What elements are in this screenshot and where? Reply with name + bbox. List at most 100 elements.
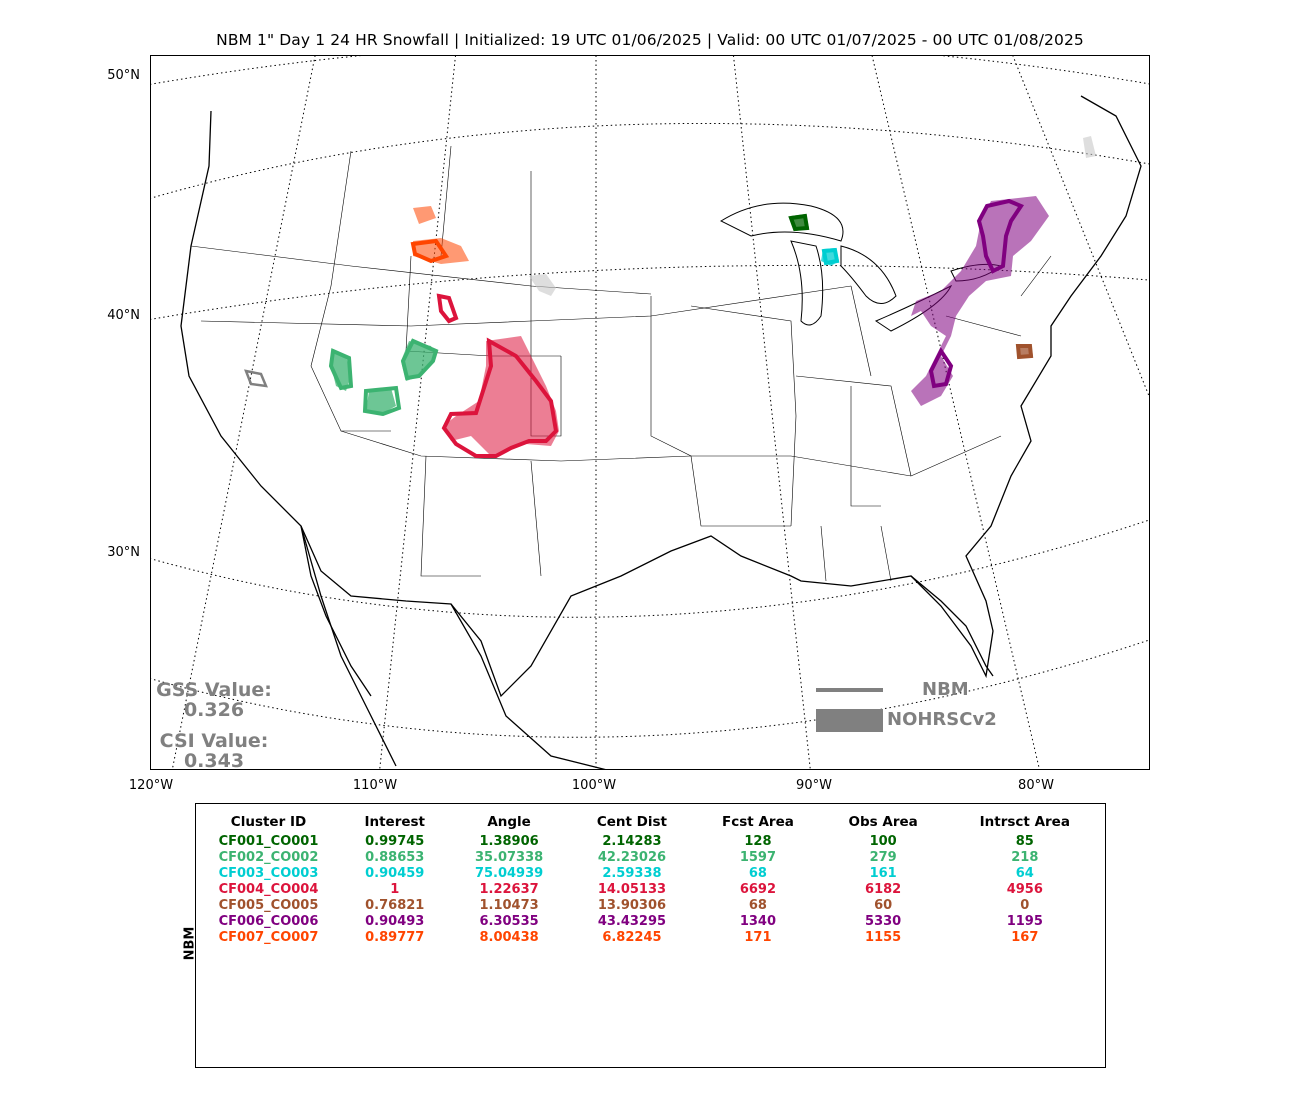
lat-label-50: 50°N [107,68,140,83]
table-cell: 0.76821 [365,898,425,913]
table-row: CF006_CO006 0.90493 6.30535 43.43295 1340 533… [196,914,1105,930]
table-cell: 60 [874,898,893,913]
table-cell: 0 [1020,898,1030,913]
lake-superior [719,202,844,242]
table-cell: 13.90306 [597,898,667,913]
legend-nbm-label: NBM [922,679,969,700]
table-cell: 0.90459 [365,866,425,881]
lat-label-40: 40°N [107,308,140,323]
obs-area-co004 [443,336,559,456]
fcst-contour-cf005 [1015,344,1034,360]
table-cell: 1.38906 [479,834,539,849]
table-cell: 0.99745 [365,834,425,849]
forecast-contours [244,198,1034,458]
table-cell: 6.82245 [602,930,662,945]
table-cell: CF001_CO001 [218,834,319,849]
meridian-70w [1012,56,1149,398]
table-cell: 6.30535 [479,914,539,929]
legend-nohrsc-swatch [816,709,883,732]
stats-table: Cluster ID Interest Angle Cent Dist Fcst… [196,814,1105,946]
fcst-contour-cf004 [441,337,559,458]
lon-label-90w: 90°W [796,778,832,793]
table-cell: 128 [744,834,772,849]
table-cell: 2.59338 [602,866,662,881]
parallel-30n [151,519,1149,618]
header-interest: Interest [364,814,426,830]
legend-nohrsc-label: NOHRSCv2 [887,709,997,730]
table-cell: 75.04939 [474,866,544,881]
table-cell: CF005_CO005 [218,898,319,913]
state-lines [190,145,1052,582]
lake-michigan [790,240,824,326]
lon-label-100w: 100°W [571,778,617,793]
meridian-80w [871,56,1040,769]
csi-value: 0.343 [183,750,245,772]
map-panel [150,55,1150,770]
header-fcst-area: Fcst Area [722,814,794,830]
baja [300,525,372,697]
header-cluster-id: Cluster ID [230,814,307,830]
table-cell: 218 [1011,850,1039,865]
table-cell: 85 [1015,834,1034,849]
table-cell: 2.14283 [602,834,662,849]
table-cell: 8.00438 [479,930,539,945]
table-cell: 1195 [1006,914,1043,929]
table-cell: 1.10473 [479,898,539,913]
fcst-contour-unmatched [244,369,268,388]
coastlines [180,95,1142,769]
table-cell: CF006_CO006 [218,914,319,929]
csi-label: CSI Value: [159,730,269,752]
table-cell: 1340 [739,914,777,929]
table-cell: 42.23026 [597,850,667,865]
table-cell: 171 [744,930,772,945]
table-row: CF003_CO003 0.90459 75.04939 2.59338 68 161 64 [196,866,1105,882]
table-cell: 100 [869,834,897,849]
header-cent-dist: Cent Dist [596,814,668,830]
table-cell: 5330 [865,914,902,929]
table-header-row: Cluster ID Interest Angle Cent Dist Fcst… [196,814,1105,834]
obs-area-co002 [331,341,436,414]
parallel-45n [151,122,1149,199]
header-obs-area: Obs Area [848,814,918,830]
fcst-contour-cf006 [928,198,1025,389]
obs-area-co007 [413,206,469,264]
table-cell: 35.07338 [474,850,544,865]
fcst-contour-cf001 [788,213,810,232]
table-cell: 279 [869,850,897,865]
meridian-110w [379,56,456,769]
fcst-contour-cf002 [328,338,439,417]
meridian-120w [171,56,316,769]
table-cell: 6182 [865,882,902,897]
mexico-coast [300,525,606,769]
table-row: CF005_CO005 0.76821 1.10473 13.90306 68 60 0 [196,898,1105,914]
table-cell: 1 [390,882,400,897]
stats-table-panel: Cluster ID Interest Angle Cent Dist Fcst… [195,803,1106,1068]
meridian-90w [733,56,811,769]
parallel-50n [151,56,1149,85]
lat-label-30: 30°N [107,545,140,560]
table-cell: 0.89777 [365,930,425,945]
lon-label-80w: 80°W [1018,778,1054,793]
table-cell: 43.43295 [597,914,667,929]
table-cell: 167 [1011,930,1039,945]
table-cell: CF003_CO003 [218,866,319,881]
table-cell: 161 [869,866,897,881]
florida [910,575,994,677]
table-cell: 1.22637 [479,882,539,897]
fcst-contour-cf004b [436,293,459,324]
table-row: CF001_CO001 0.99745 1.38906 2.14283 128 100 85 [196,834,1105,850]
fcst-contour-cf007 [410,238,450,264]
great-lakes [719,202,1003,332]
table-cell: 64 [1015,866,1034,881]
parallel-25n [151,639,1149,738]
table-cell: 4956 [1006,882,1043,897]
table-cell: 14.05133 [597,882,667,897]
table-cell: 68 [748,866,767,881]
table-cell: 6692 [739,882,777,897]
lake-huron [840,245,897,304]
table-cell: 0.90493 [365,914,425,929]
table-cell: CF007_CO007 [218,930,319,945]
table-cell: CF002_CO002 [218,850,319,865]
map-title: NBM 1" Day 1 24 HR Snowfall | Initialize… [216,31,1084,49]
table-row: CF002_CO002 0.88653 35.07338 42.23026 1597 27… [196,850,1105,866]
